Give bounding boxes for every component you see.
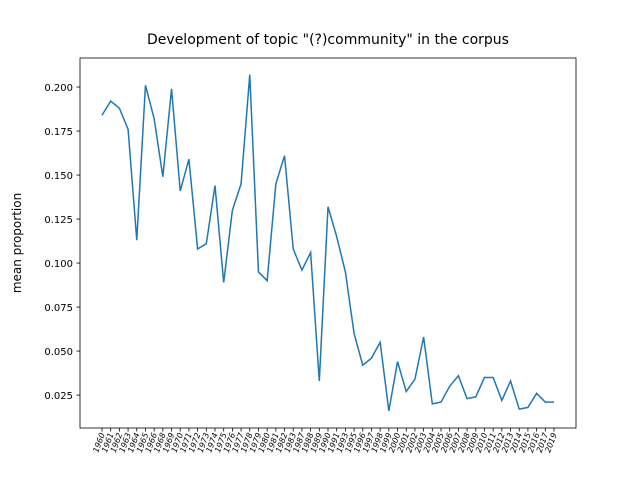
y-tick-label: 0.125 <box>44 215 73 226</box>
y-tick-label: 0.200 <box>44 83 73 94</box>
y-axis-label: mean proportion <box>10 193 24 293</box>
y-tick-label: 0.025 <box>44 391 73 402</box>
plot-frame <box>79 57 577 429</box>
y-tick-label: 0.175 <box>44 127 73 138</box>
y-tick-label: 0.100 <box>44 259 73 270</box>
line <box>101 74 554 412</box>
y-tick-label: 0.150 <box>44 171 73 182</box>
y-tick-label: 0.050 <box>44 347 73 358</box>
y-tick-label: 0.075 <box>44 303 73 314</box>
chart-title: Development of topic "(?)community" in t… <box>147 32 509 48</box>
